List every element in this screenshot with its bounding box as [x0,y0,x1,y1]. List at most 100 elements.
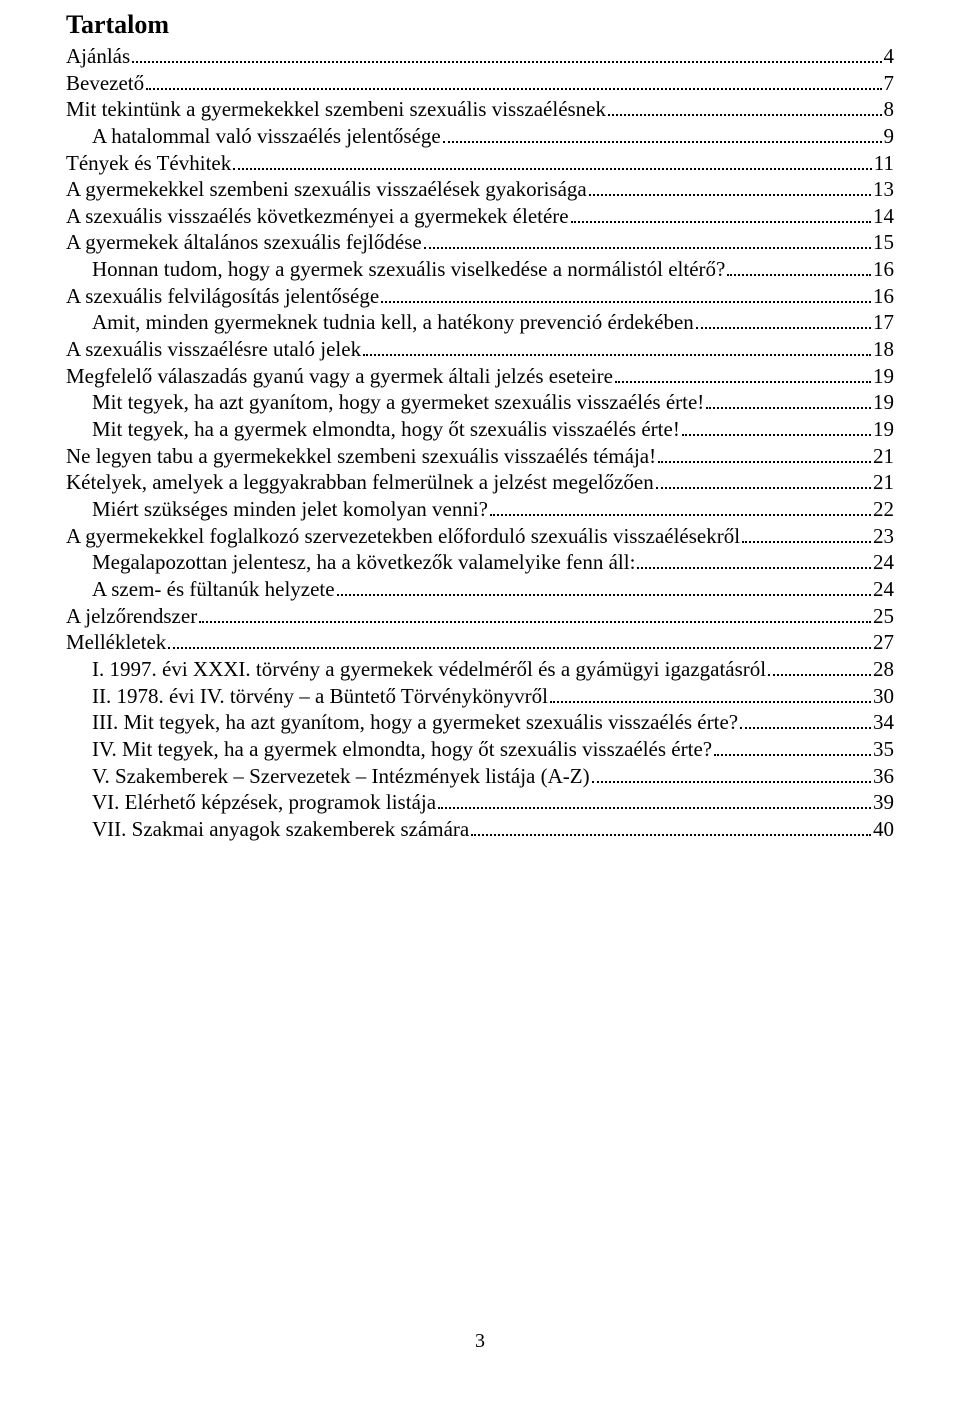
toc-leader-dots [696,309,871,330]
toc-leader-dots [706,389,871,410]
toc-list: Ajánlás4Bevezető7Mit tekintünk a gyermek… [66,42,894,842]
toc-entry-text: Mellékletek [66,630,166,655]
toc-entry-page: 35 [873,737,894,762]
toc-entry: IV. Mit tegyek, ha a gyermek elmondta, h… [66,735,894,762]
toc-entry-text: A gyermekekkel szembeni szexuális vissza… [66,177,587,202]
toc-entry-text: A gyermekek általános szexuális fejlődés… [66,230,422,255]
toc-entry-text: A szexuális visszaélésre utaló jelek [66,337,361,362]
toc-heading: Tartalom [66,10,894,40]
toc-entry-text: VII. Szakmai anyagok szakemberek számára [92,817,469,842]
toc-entry-page: 8 [884,97,895,122]
toc-entry: Kételyek, amelyek a leggyakrabban felmer… [66,469,894,496]
toc-entry: A szexuális visszaélés következményei a … [66,202,894,229]
toc-entry-page: 19 [873,364,894,389]
toc-entry: Amit, minden gyermeknek tudnia kell, a h… [66,309,894,336]
toc-entry-page: 13 [873,177,894,202]
toc-entry: A jelzőrendszer25 [66,602,894,629]
toc-entry-text: Tények és Tévhitek [66,151,231,176]
toc-leader-dots [682,415,871,436]
toc-entry-page: 19 [873,417,894,442]
toc-entry-text: Megfelelő válaszadás gyanú vagy a gyerme… [66,364,613,389]
toc-entry-text: Mit tegyek, ha a gyermek elmondta, hogy … [92,417,680,442]
toc-entry-text: Mit tegyek, ha azt gyanítom, hogy a gyer… [92,390,704,415]
toc-entry-text: Honnan tudom, hogy a gyermek szexuális v… [92,257,725,282]
toc-entry-page: 14 [873,204,894,229]
page-container: Tartalom Ajánlás4Bevezető7Mit tekintünk … [0,0,960,1425]
toc-entry: I. 1997. évi XXXI. törvény a gyermekek v… [66,655,894,682]
toc-entry-page: 36 [873,764,894,789]
toc-leader-dots [490,495,871,516]
toc-leader-dots [571,202,871,223]
toc-entry: A gyermekek általános szexuális fejlődés… [66,229,894,256]
toc-entry-page: 40 [873,817,894,842]
toc-entry-page: 23 [873,524,894,549]
toc-leader-dots [658,442,871,463]
toc-entry: Mit tekintünk a gyermekekkel szembeni sz… [66,95,894,122]
toc-entry-page: 25 [873,604,894,629]
toc-entry-page: 39 [873,790,894,815]
toc-entry-text: Amit, minden gyermeknek tudnia kell, a h… [92,310,694,335]
toc-leader-dots [381,282,871,303]
toc-entry: Ajánlás4 [66,42,894,69]
toc-entry-text: Ne legyen tabu a gyermekekkel szembeni s… [66,444,656,469]
toc-leader-dots [608,95,881,116]
toc-entry-page: 17 [873,310,894,335]
toc-entry-text: A hatalommal való visszaélés jelentősége [92,124,441,149]
toc-leader-dots [727,255,871,276]
toc-leader-dots [146,69,881,90]
toc-entry: Megfelelő válaszadás gyanú vagy a gyerme… [66,362,894,389]
toc-entry: VII. Szakmai anyagok szakemberek számára… [66,815,894,842]
toc-entry-page: 9 [884,124,895,149]
toc-entry-page: 21 [873,470,894,495]
toc-entry-page: 7 [884,71,895,96]
toc-leader-dots [199,602,871,623]
toc-entry: III. Mit tegyek, ha azt gyanítom, hogy a… [66,708,894,735]
toc-leader-dots [233,149,872,170]
toc-leader-dots [714,735,871,756]
toc-entry: A hatalommal való visszaélés jelentősége… [66,122,894,149]
toc-entry: A szem- és fültanúk helyzete24 [66,575,894,602]
toc-entry-text: II. 1978. évi IV. törvény – a Büntető Tö… [92,684,548,709]
toc-entry: A szexuális felvilágosítás jelentősége 16 [66,282,894,309]
toc-entry-page: 34 [873,710,894,735]
toc-leader-dots [742,522,871,543]
toc-entry-page: 28 [873,657,894,682]
toc-entry-page: 22 [873,497,894,522]
toc-entry-page: 24 [873,550,894,575]
toc-entry: A szexuális visszaélésre utaló jelek 18 [66,335,894,362]
toc-entry-page: 16 [873,284,894,309]
toc-entry-page: 21 [873,444,894,469]
toc-leader-dots [740,708,871,729]
toc-entry: A gyermekekkel foglalkozó szervezetekben… [66,522,894,549]
toc-leader-dots [471,815,871,836]
toc-leader-dots [443,122,882,143]
toc-entry-text: Megalapozottan jelentesz, ha a következő… [92,550,635,575]
page-number: 3 [0,1330,960,1353]
toc-entry: II. 1978. évi IV. törvény – a Büntető Tö… [66,682,894,709]
toc-entry: Mit tegyek, ha a gyermek elmondta, hogy … [66,415,894,442]
toc-entry-text: V. Szakemberek – Szervezetek – Intézmény… [92,764,590,789]
toc-leader-dots [438,788,871,809]
toc-entry: VI. Elérhető képzések, programok listája… [66,788,894,815]
toc-entry-text: I. 1997. évi XXXI. törvény a gyermekek v… [92,657,766,682]
toc-entry-page: 27 [873,630,894,655]
toc-entry-text: A szexuális felvilágosítás jelentősége [66,284,379,309]
toc-entry-page: 24 [873,577,894,602]
toc-leader-dots [363,335,871,356]
toc-leader-dots [637,548,871,569]
toc-leader-dots [592,762,871,783]
toc-entry-page: 18 [873,337,894,362]
toc-leader-dots [768,655,871,676]
toc-leader-dots [550,682,871,703]
toc-entry-text: Mit tekintünk a gyermekekkel szembeni sz… [66,97,606,122]
toc-leader-dots [589,175,871,196]
toc-entry-page: 11 [874,151,894,176]
toc-entry-text: Kételyek, amelyek a leggyakrabban felmer… [66,470,654,495]
toc-leader-dots [132,42,881,63]
toc-entry-page: 19 [873,390,894,415]
toc-entry-text: Ajánlás [66,44,130,69]
toc-entry: Mit tegyek, ha azt gyanítom, hogy a gyer… [66,389,894,416]
toc-entry-page: 15 [873,230,894,255]
toc-entry: Miért szükséges minden jelet komolyan ve… [66,495,894,522]
toc-leader-dots [168,628,871,649]
